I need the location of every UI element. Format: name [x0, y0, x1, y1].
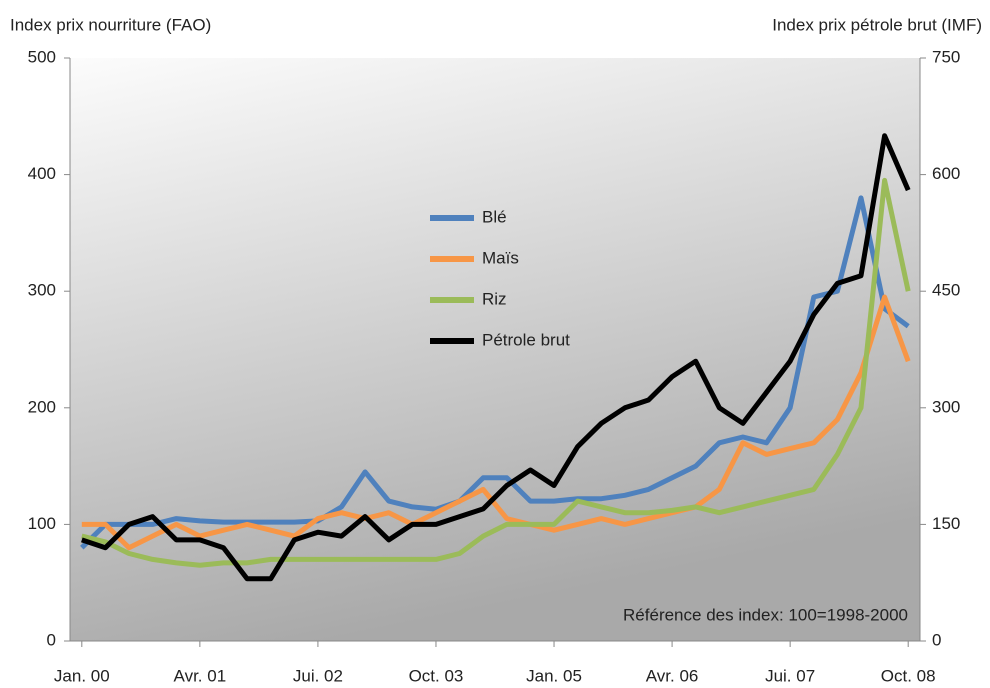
y2-tick-label: 150: [932, 514, 960, 533]
series-line: [81, 133, 911, 582]
legend-label: Riz: [482, 289, 507, 308]
legend-label: Maïs: [482, 248, 519, 267]
y-tick-label: 0: [47, 630, 56, 649]
y2-tick-label: 450: [932, 281, 960, 300]
y2-tick-label: 750: [932, 47, 960, 66]
annotation: Référence des index: 100=1998-2000: [623, 605, 908, 624]
series-line: [81, 177, 911, 568]
series-line: [81, 294, 911, 551]
x-tick-label: Avr. 06: [646, 666, 699, 685]
plot-area: [70, 58, 920, 641]
y2-axis-title: Index prix pétrole brut (IMF): [772, 15, 982, 34]
y-tick-label: 500: [28, 47, 56, 66]
x-tick-label: Oct. 08: [881, 666, 936, 685]
legend-label: Blé: [482, 207, 507, 226]
x-tick-label: Jan. 05: [526, 666, 582, 685]
y2-tick-label: 300: [932, 397, 960, 416]
y-tick-label: 300: [28, 281, 56, 300]
series-line: [80, 195, 910, 550]
y-tick-label: 100: [28, 514, 56, 533]
x-tick-label: Oct. 03: [409, 666, 464, 685]
x-tick-label: Jui. 02: [293, 666, 343, 685]
y2-tick-label: 0: [932, 630, 941, 649]
y-tick-label: 200: [28, 397, 56, 416]
x-tick-label: Jui. 07: [765, 666, 815, 685]
x-tick-label: Avr. 01: [174, 666, 227, 685]
y2-tick-label: 600: [932, 164, 960, 183]
x-tick-label: Jan. 00: [54, 666, 110, 685]
legend-label: Pétrole brut: [482, 330, 570, 349]
y-tick-label: 400: [28, 164, 56, 183]
y-axis-title: Index prix nourriture (FAO): [10, 15, 211, 34]
